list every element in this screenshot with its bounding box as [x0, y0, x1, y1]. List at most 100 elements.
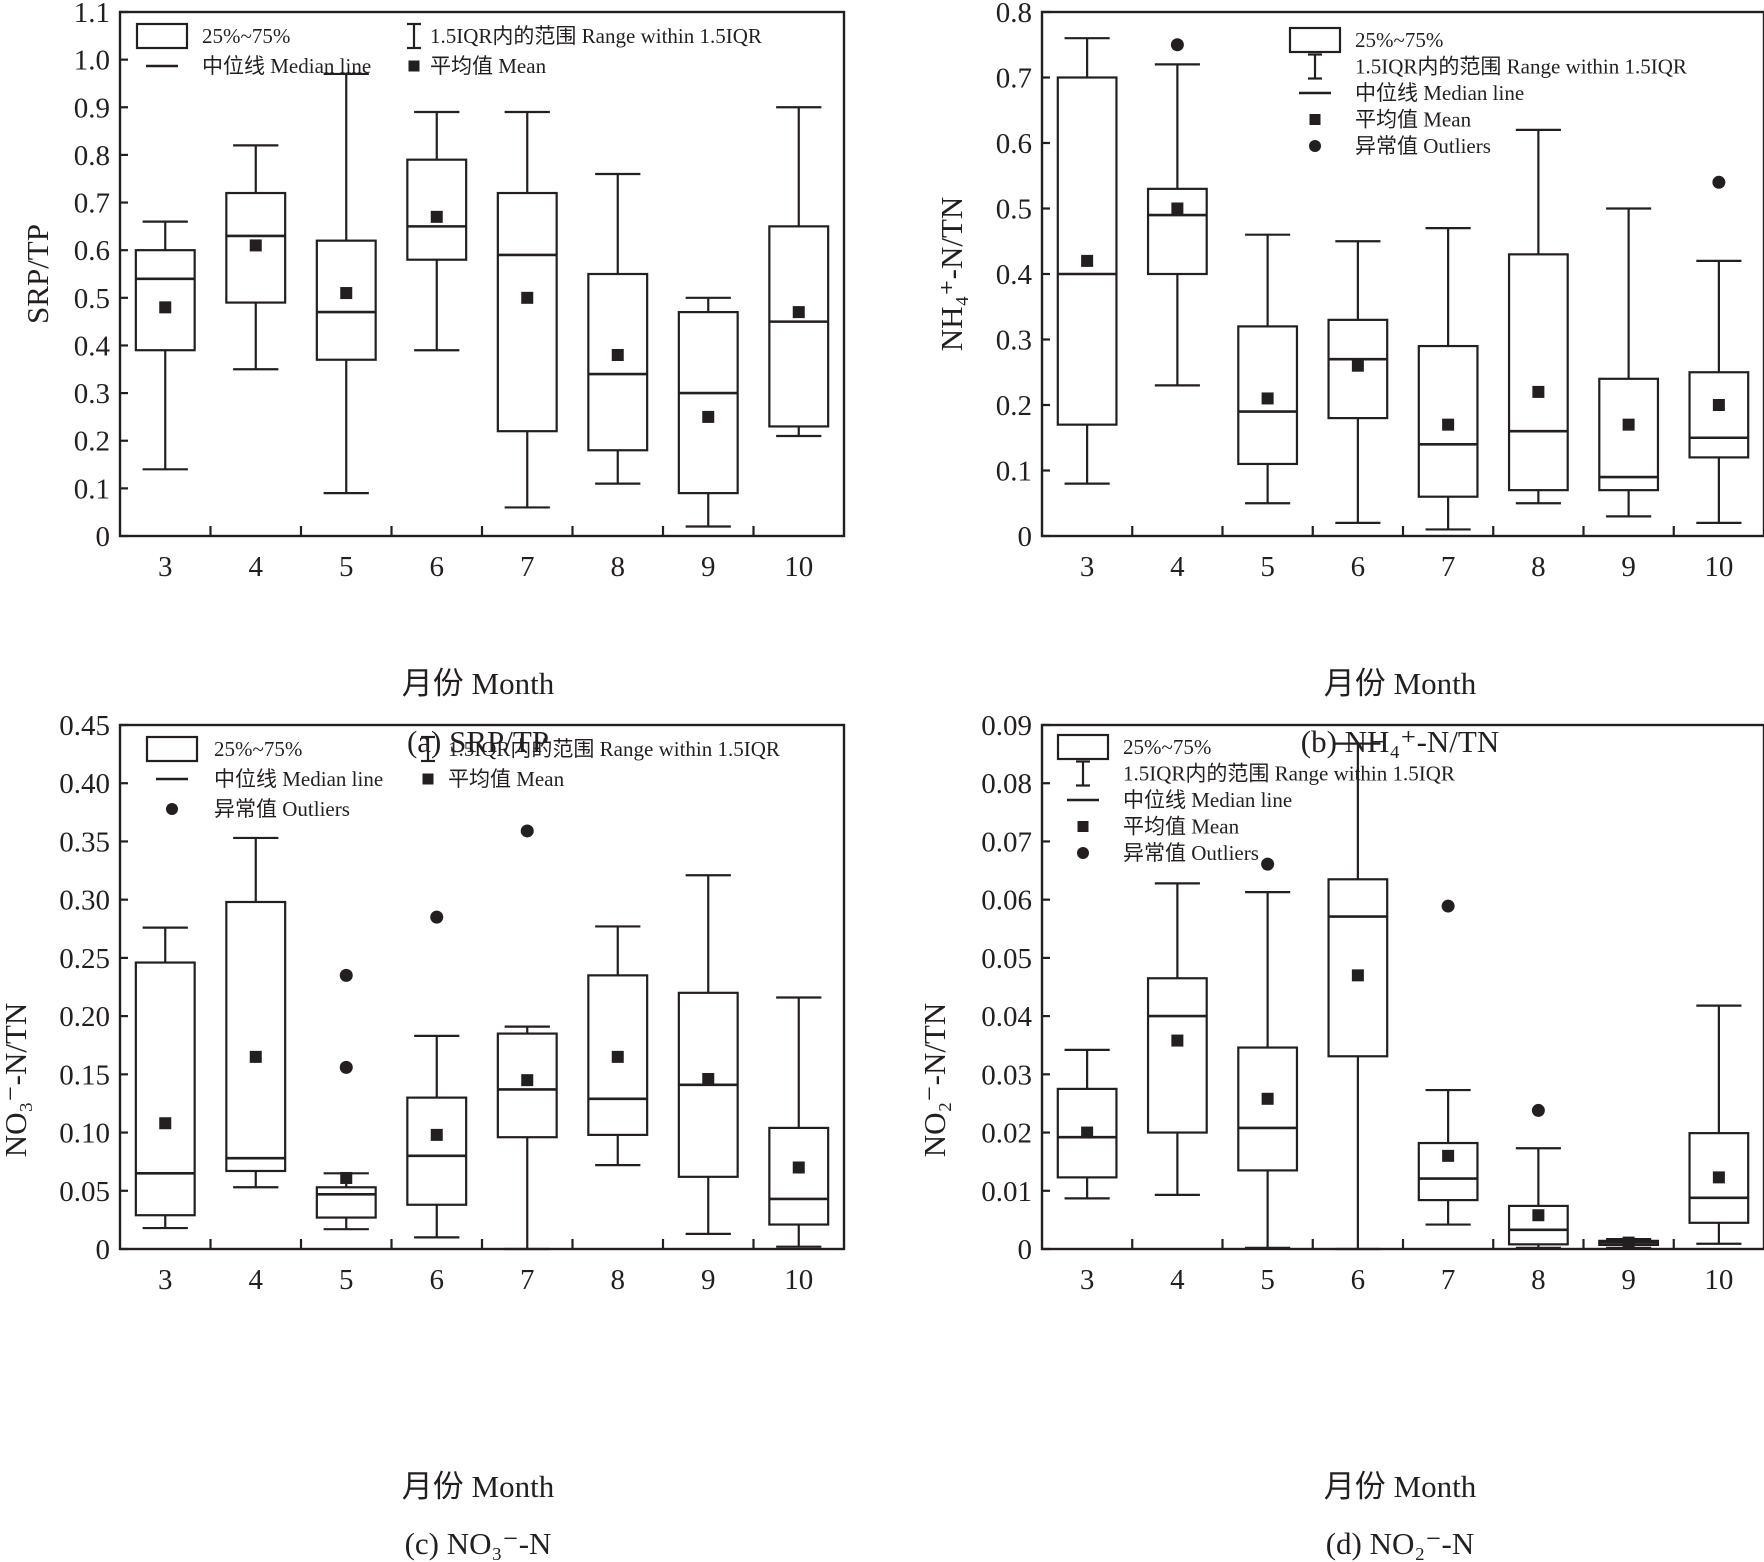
- mean-marker: [249, 239, 262, 252]
- legend: 25%~75%1.5IQR内的范围 Range within 1.5IQR中位线…: [1288, 26, 1687, 158]
- legend-label: 25%~75%: [214, 737, 302, 761]
- iqr-box: [1507, 253, 1569, 492]
- outlier-marker: [339, 1060, 353, 1074]
- box-month-7: [1417, 227, 1479, 531]
- outlier-marker: [520, 824, 534, 838]
- mean-marker: [702, 410, 715, 423]
- y-tick-label: 0.05: [59, 1176, 110, 1208]
- x-tick-label: 7: [520, 1264, 535, 1296]
- x-tick-label: 10: [784, 1264, 813, 1296]
- y-tick-label: 0.05: [981, 943, 1032, 975]
- x-tick-label: 3: [158, 1264, 173, 1296]
- mean-marker: [1532, 385, 1545, 398]
- mean-marker: [1351, 969, 1364, 982]
- iqr-box: [587, 272, 649, 452]
- x-tick-label: 7: [1441, 1264, 1456, 1296]
- x-tick-label: 9: [1621, 1264, 1636, 1296]
- mean-marker: [521, 291, 534, 304]
- box-month-6: [406, 910, 468, 1239]
- y-tick-label: 0.45: [59, 710, 110, 742]
- legend-box-icon: [145, 735, 199, 763]
- box-month-7: [496, 824, 558, 1251]
- mean-marker: [430, 1128, 443, 1141]
- y-tick-label: 0.02: [981, 1118, 1032, 1150]
- legend-outlier-icon: [166, 803, 178, 815]
- legend-label: 中位线 Median line: [1355, 81, 1524, 105]
- mean-marker: [1622, 418, 1635, 431]
- iqr-box: [406, 1096, 468, 1206]
- x-tick-label: 6: [1351, 1264, 1366, 1296]
- box-month-9: [677, 874, 739, 1235]
- mean-marker: [1261, 1092, 1274, 1105]
- legend-mean-icon: [422, 773, 434, 785]
- mean-marker: [1081, 254, 1094, 267]
- box-month-4: [1146, 38, 1208, 387]
- iqr-box: [768, 1126, 830, 1226]
- y-tick-label: 0.3: [74, 378, 110, 410]
- outlier-marker: [1170, 38, 1184, 52]
- box-month-7: [496, 110, 558, 509]
- y-tick-label: 1.0: [74, 45, 110, 77]
- y-tick-label: 0.7: [74, 188, 110, 220]
- y-tick-label: 0.06: [981, 885, 1032, 917]
- y-tick-label: 0.4: [74, 330, 111, 362]
- mean-marker: [1442, 418, 1455, 431]
- legend-label: 25%~75%: [1355, 28, 1443, 52]
- x-axis-title: 月份 Month: [1324, 1469, 1477, 1504]
- legend-label: 平均值 Mean: [430, 54, 547, 78]
- legend-label: 25%~75%: [1123, 735, 1211, 759]
- iqr-box: [768, 225, 830, 428]
- outlier-marker: [339, 968, 353, 982]
- x-tick-label: 6: [1351, 551, 1366, 583]
- legend-label: 1.5IQR内的范围 Range within 1.5IQR: [1123, 762, 1455, 786]
- iqr-box: [496, 191, 558, 433]
- mean-marker: [792, 1161, 805, 1174]
- y-tick-label: 0.10: [59, 1118, 110, 1150]
- iqr-box: [1146, 187, 1208, 276]
- panel-caption: (b) NH₄⁺-N/TN: [1301, 724, 1500, 759]
- plot-area: 0 0.01 0.02 0.03 0.04 0.05 0.06 0.07 0.08 0.09 3 4 5…: [981, 710, 1764, 1296]
- y-tick-label: 0.3: [996, 325, 1032, 357]
- box-month-5: [315, 72, 377, 495]
- x-tick-label: 8: [1531, 551, 1546, 583]
- legend-outlier-icon: [1077, 847, 1089, 859]
- y-tick-label: 0.07: [981, 826, 1032, 858]
- outlier-marker: [1712, 175, 1726, 189]
- panel-caption: (d) NO₂⁻-N: [1326, 1526, 1475, 1561]
- outlier-marker: [430, 910, 444, 924]
- y-tick-label: 0.35: [59, 826, 110, 858]
- x-tick-label: 8: [1531, 1264, 1546, 1296]
- panel-b-nh4-tn: 0 0.1 0.2 0.3 0.4 0.5 0.6 0.7 0.8 3 4 5 6 7 8 9 10 25%~75…: [934, 0, 1764, 759]
- mean-marker: [159, 1117, 172, 1130]
- legend-label: 1.5IQR内的范围 Range within 1.5IQR: [430, 24, 762, 48]
- mean-marker: [1712, 1171, 1725, 1184]
- panel-caption: (a) SRP/TP: [407, 724, 549, 759]
- legend: 25%~75%1.5IQR内的范围 Range within 1.5IQR中位线…: [135, 22, 762, 78]
- plot-area: 0 0.1 0.2 0.3 0.4 0.5 0.6 0.7 0.8 3 4 5 6 7 8 9 10 25%~75…: [996, 0, 1764, 583]
- mean-marker: [702, 1072, 715, 1085]
- y-tick-label: 0.01: [981, 1176, 1032, 1208]
- y-tick-label: 0.4: [996, 259, 1033, 291]
- x-tick-label: 5: [1260, 1264, 1275, 1296]
- y-tick-label: 0.9: [74, 92, 110, 124]
- x-tick-label: 10: [784, 551, 813, 583]
- x-tick-label: 4: [249, 1264, 264, 1296]
- legend-mean-icon: [408, 60, 420, 72]
- x-tick-label: 9: [701, 551, 716, 583]
- y-axis-title: NO₃⁻-N/TN: [0, 1003, 33, 1158]
- mean-marker: [159, 301, 172, 314]
- box-month-6: [1327, 742, 1389, 1251]
- legend-label: 中位线 Median line: [214, 767, 383, 791]
- box-month-9: [1598, 1236, 1660, 1249]
- legend-label: 1.5IQR内的范围 Range within 1.5IQR: [448, 737, 780, 761]
- legend-box-icon: [1056, 733, 1110, 761]
- legend-label: 平均值 Mean: [448, 767, 565, 791]
- box-month-9: [677, 296, 739, 528]
- y-axis-title: NH₄⁺-N/TN: [934, 197, 969, 352]
- y-tick-label: 0.5: [996, 194, 1032, 226]
- box-month-10: [768, 106, 830, 438]
- legend-label: 平均值 Mean: [1123, 815, 1240, 839]
- box-month-8: [587, 925, 649, 1167]
- plot-area: 0 0.05 0.10 0.15 0.20 0.25 0.30 0.35 0.40 0.45 3 4 5…: [59, 710, 846, 1296]
- legend-outlier-icon: [1309, 140, 1321, 152]
